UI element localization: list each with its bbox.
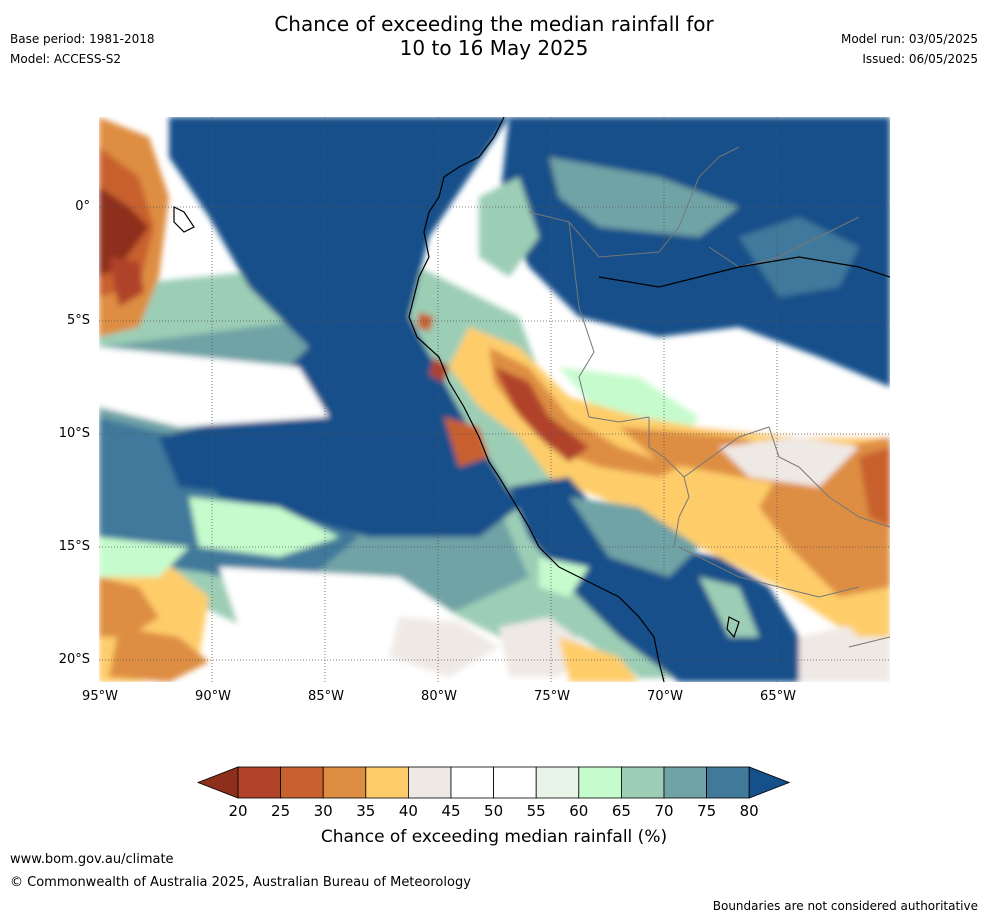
footer-note: Boundaries are not considered authoritat… xyxy=(712,899,978,913)
meta-left: Base period: 1981-2018 Model: ACCESS-S2 xyxy=(10,32,155,72)
colorbar-segment xyxy=(450,766,494,799)
colorbar-tick-label: 45 xyxy=(441,802,460,820)
lon-label-90w: 90°W xyxy=(195,689,231,704)
lat-label-10s: 10°S xyxy=(58,426,90,441)
lat-label-5s: 5°S xyxy=(66,313,90,328)
rainfall-map xyxy=(99,117,890,682)
colorbar-segment xyxy=(620,766,665,799)
footer-copyright: © Commonwealth of Australia 2025, Austra… xyxy=(10,875,471,890)
colorbar-segment xyxy=(663,766,707,799)
model-run: Model run: 03/05/2025 xyxy=(840,32,978,46)
colorbar-label: Chance of exceeding median rainfall (%) xyxy=(320,827,668,847)
lon-label-95w: 95°W xyxy=(82,689,118,704)
colorbar-segment xyxy=(706,766,750,799)
lat-label-0: 0° xyxy=(75,199,90,214)
issued-date: Issued: 06/05/2025 xyxy=(862,52,978,66)
colorbar-segment xyxy=(365,766,409,799)
colorbar-segment xyxy=(407,766,452,799)
lon-label-80w: 80°W xyxy=(421,689,457,704)
lon-label-75w: 75°W xyxy=(534,689,570,704)
lat-label-15s: 15°S xyxy=(58,539,90,554)
colorbar-tick-label: 75 xyxy=(697,802,716,820)
lon-label-85w: 85°W xyxy=(308,689,344,704)
lat-label-20s: 20°S xyxy=(58,652,90,667)
map-svg xyxy=(99,117,890,682)
colorbar-segment xyxy=(280,766,324,799)
colorbar-tick-label: 40 xyxy=(399,802,418,820)
colorbar-tick-label: 60 xyxy=(569,802,588,820)
title-line-2: 10 to 16 May 2025 xyxy=(399,36,589,60)
colorbar-arrow-high xyxy=(748,766,791,799)
base-period: Base period: 1981-2018 xyxy=(10,32,155,46)
colorbar: 20 25 30 35 40 45 50 55 60 65 70 75 80 xyxy=(196,766,791,820)
colorbar-tick-label: 30 xyxy=(314,802,333,820)
colorbar-tick-label: 80 xyxy=(740,802,759,820)
colorbar-tick-label: 25 xyxy=(271,802,290,820)
coastline xyxy=(173,117,890,682)
footer-url: www.bom.gov.au/climate xyxy=(10,852,174,867)
lon-label-70w: 70°W xyxy=(647,689,683,704)
colorbar-tick-label: 70 xyxy=(654,802,673,820)
graticule xyxy=(99,117,890,682)
lon-label-65w: 65°W xyxy=(760,689,796,704)
country-boundaries xyxy=(528,146,890,648)
map-title: Chance of exceeding the median rainfall … xyxy=(0,12,988,60)
colorbar-tick-label: 65 xyxy=(612,802,631,820)
colorbar-arrow-low xyxy=(196,766,239,799)
colorbar-tick-label: 55 xyxy=(527,802,546,820)
colorbar-segment xyxy=(237,766,281,799)
colorbar-tick-label: 50 xyxy=(484,802,503,820)
colorbar-tick-label: 35 xyxy=(356,802,375,820)
colorbar-segment xyxy=(578,766,622,799)
colorbar-segment xyxy=(535,766,580,799)
meta-right: Model run: 03/05/2025 Issued: 06/05/2025 xyxy=(841,32,978,72)
model-name: Model: ACCESS-S2 xyxy=(10,52,122,66)
title-line-1: Chance of exceeding the median rainfall … xyxy=(274,12,714,36)
colorbar-tick-label: 20 xyxy=(228,802,247,820)
colorbar-segment xyxy=(322,766,367,799)
colorbar-segment xyxy=(493,766,537,799)
